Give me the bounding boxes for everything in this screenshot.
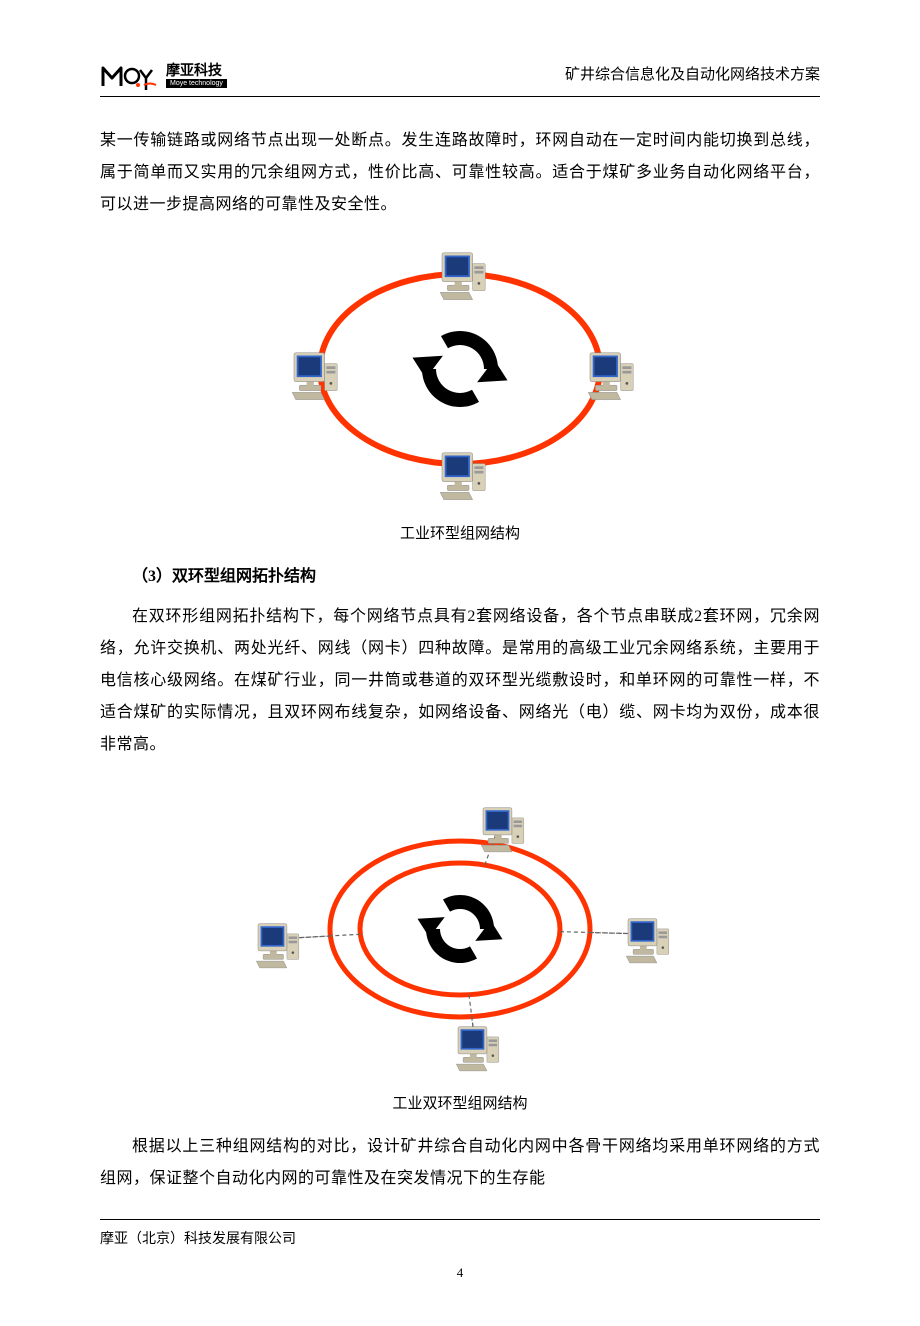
double-ring-diagram bbox=[230, 779, 690, 1079]
page-footer: 摩亚（北京）科技发展有限公司 4 bbox=[100, 1219, 820, 1286]
document-page: 摩亚科技 Moye technology 矿井综合信息化及自动化网络技术方案 某… bbox=[0, 0, 920, 1326]
moye-logo-icon bbox=[100, 60, 160, 90]
paragraph-continuation: 某一传输链路或网络节点出现一处断点。发生连路故障时，环网自动在一定时间内能切换到… bbox=[100, 125, 820, 221]
figure-caption-2: 工业双环型组网结构 bbox=[392, 1089, 527, 1119]
page-header: 摩亚科技 Moye technology 矿井综合信息化及自动化网络技术方案 bbox=[100, 60, 820, 97]
logo-english: Moye technology bbox=[166, 79, 227, 88]
logo-text: 摩亚科技 Moye technology bbox=[166, 63, 227, 88]
figure-single-ring: 工业环型组网结构 bbox=[100, 239, 820, 549]
page-number: 4 bbox=[100, 1260, 820, 1286]
company-name: 摩亚（北京）科技发展有限公司 bbox=[100, 1226, 820, 1254]
document-title: 矿井综合信息化及自动化网络技术方案 bbox=[565, 60, 820, 90]
figure-double-ring: 工业双环型组网结构 bbox=[100, 779, 820, 1119]
paragraph-double-ring: 在双环形组网拓扑结构下，每个网络节点具有2套网络设备，各个节点串联成2套环网，冗… bbox=[100, 601, 820, 761]
single-ring-diagram bbox=[270, 239, 650, 509]
logo-block: 摩亚科技 Moye technology bbox=[100, 60, 227, 90]
logo-chinese: 摩亚科技 bbox=[166, 63, 227, 77]
section-heading-3: （3）双环型组网拓扑结构 bbox=[100, 561, 820, 593]
paragraph-conclusion: 根据以上三种组网结构的对比，设计矿井综合自动化内网中各骨干网络均采用单环网络的方… bbox=[100, 1131, 820, 1195]
figure-caption-1: 工业环型组网结构 bbox=[400, 519, 520, 549]
